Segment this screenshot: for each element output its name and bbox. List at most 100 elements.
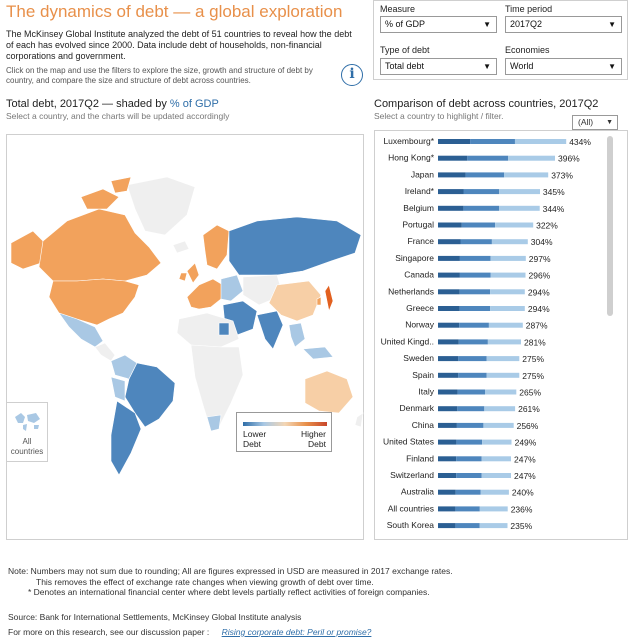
bar-segment[interactable] xyxy=(438,356,459,362)
bar-segment[interactable] xyxy=(438,155,468,161)
bar-segment[interactable] xyxy=(491,239,528,245)
bar-segment[interactable] xyxy=(480,489,509,495)
category-label[interactable]: Denmark xyxy=(400,403,435,413)
map-region-africa[interactable] xyxy=(190,344,244,432)
category-label[interactable]: Sweden xyxy=(403,353,434,363)
map-region-south-korea[interactable] xyxy=(316,296,322,306)
bar-segment[interactable] xyxy=(456,456,482,462)
category-label[interactable]: France xyxy=(408,236,435,246)
bar-segment[interactable] xyxy=(438,139,471,144)
category-label[interactable]: Finland xyxy=(406,453,434,463)
category-label[interactable]: Switzerland xyxy=(390,470,434,480)
debt-type-select[interactable]: Total debt ▼ xyxy=(380,58,497,75)
bar-segment[interactable] xyxy=(456,473,482,478)
bar-segment[interactable] xyxy=(438,389,458,395)
bar-segment[interactable] xyxy=(438,272,460,278)
bar-segment[interactable] xyxy=(467,155,509,161)
bar-segment[interactable] xyxy=(499,189,540,195)
bar-segment[interactable] xyxy=(438,339,459,345)
category-label[interactable]: Hong Kong* xyxy=(388,153,435,163)
all-countries-button[interactable]: All countries xyxy=(6,402,48,462)
category-label[interactable]: Norway xyxy=(405,320,435,330)
category-label[interactable]: Ireland* xyxy=(405,186,435,196)
bar-segment[interactable] xyxy=(463,189,500,195)
bar-segment[interactable] xyxy=(438,205,464,211)
bar-segment[interactable] xyxy=(457,406,485,412)
map-region-alaska[interactable] xyxy=(10,230,44,270)
country-filter-select[interactable]: (All) ▼ xyxy=(572,115,618,130)
bar-segment[interactable] xyxy=(438,439,457,445)
map-region-central-america[interactable] xyxy=(94,342,116,362)
bar-segment[interactable] xyxy=(479,523,508,529)
bar-segment[interactable] xyxy=(457,389,485,395)
category-label[interactable]: Belgium xyxy=(403,203,434,213)
bar-segment[interactable] xyxy=(438,189,464,195)
bar-segment[interactable] xyxy=(438,489,456,495)
bar-segment[interactable] xyxy=(438,506,456,512)
map-region-eastern-europe[interactable] xyxy=(220,274,244,302)
category-label[interactable]: Greece xyxy=(406,303,434,313)
bar-segment[interactable] xyxy=(438,289,460,295)
bar-segment[interactable] xyxy=(490,306,525,311)
bar-segment[interactable] xyxy=(486,356,520,362)
chart-scrollbar[interactable] xyxy=(607,136,613,316)
bar-segment[interactable] xyxy=(459,255,491,261)
bar-segment[interactable] xyxy=(486,372,520,378)
category-label[interactable]: Singapore xyxy=(395,253,434,263)
bar-segment[interactable] xyxy=(438,422,457,428)
bar-segment[interactable] xyxy=(488,322,523,328)
map-region-western-europe[interactable] xyxy=(186,278,224,310)
category-label[interactable]: Japan xyxy=(411,169,434,179)
bar-segment[interactable] xyxy=(458,356,487,362)
bar-segment[interactable] xyxy=(438,255,460,261)
time-period-select[interactable]: 2017Q2 ▼ xyxy=(505,16,622,33)
map-region-greenland[interactable] xyxy=(126,176,196,236)
bar-segment[interactable] xyxy=(481,473,511,478)
bar-segment[interactable] xyxy=(438,456,457,462)
bar-segment[interactable] xyxy=(458,339,488,345)
map-region-united-kingdom[interactable] xyxy=(178,262,200,284)
category-label[interactable]: China xyxy=(412,420,434,430)
bar-segment[interactable] xyxy=(484,406,516,412)
bar-segment[interactable] xyxy=(455,489,481,495)
bar-segment[interactable] xyxy=(482,439,512,445)
bar-segment[interactable] xyxy=(459,322,489,328)
map-region-iceland[interactable] xyxy=(172,240,190,254)
category-label[interactable]: South Korea xyxy=(387,520,435,530)
bar-segment[interactable] xyxy=(495,222,534,228)
bar-segment[interactable] xyxy=(483,422,514,428)
category-label[interactable]: Luxembourg* xyxy=(383,136,434,146)
category-label[interactable]: Canada xyxy=(404,270,434,280)
bar-segment[interactable] xyxy=(487,339,521,345)
category-label[interactable]: Netherlands xyxy=(388,286,434,296)
bar-segment[interactable] xyxy=(459,272,491,278)
map-region-new-zealand[interactable] xyxy=(354,412,364,428)
map-region-egypt[interactable] xyxy=(218,322,230,336)
map-region-japan[interactable] xyxy=(324,284,334,313)
bar-segment[interactable] xyxy=(465,172,505,178)
category-label[interactable]: United States xyxy=(383,437,434,447)
bar-segment[interactable] xyxy=(438,523,456,529)
bar-segment[interactable] xyxy=(470,139,515,144)
map-region-southeast-asia[interactable] xyxy=(288,322,334,360)
map-region-peru[interactable] xyxy=(110,376,126,402)
category-label[interactable]: Italy xyxy=(418,387,434,397)
map-region-north-africa[interactable] xyxy=(176,312,240,348)
bar-segment[interactable] xyxy=(438,306,460,311)
bar-segment[interactable] xyxy=(490,255,526,261)
bar-segment[interactable] xyxy=(490,272,526,278)
bar-segment[interactable] xyxy=(459,289,491,295)
map-region-india[interactable] xyxy=(256,310,284,350)
category-label[interactable]: Australia xyxy=(401,487,434,497)
map-region-australia[interactable] xyxy=(304,370,354,414)
bar-segment[interactable] xyxy=(455,523,480,529)
bar-segment[interactable] xyxy=(438,172,466,178)
category-label[interactable]: United Kingd.. xyxy=(381,336,434,346)
bar-segment[interactable] xyxy=(456,422,484,428)
measure-select[interactable]: % of GDP ▼ xyxy=(380,16,497,33)
bar-segment[interactable] xyxy=(479,506,508,512)
bar-segment[interactable] xyxy=(455,506,480,512)
map-region-china[interactable] xyxy=(268,280,322,322)
bar-segment[interactable] xyxy=(458,372,487,378)
map-region-russia[interactable] xyxy=(228,216,362,276)
